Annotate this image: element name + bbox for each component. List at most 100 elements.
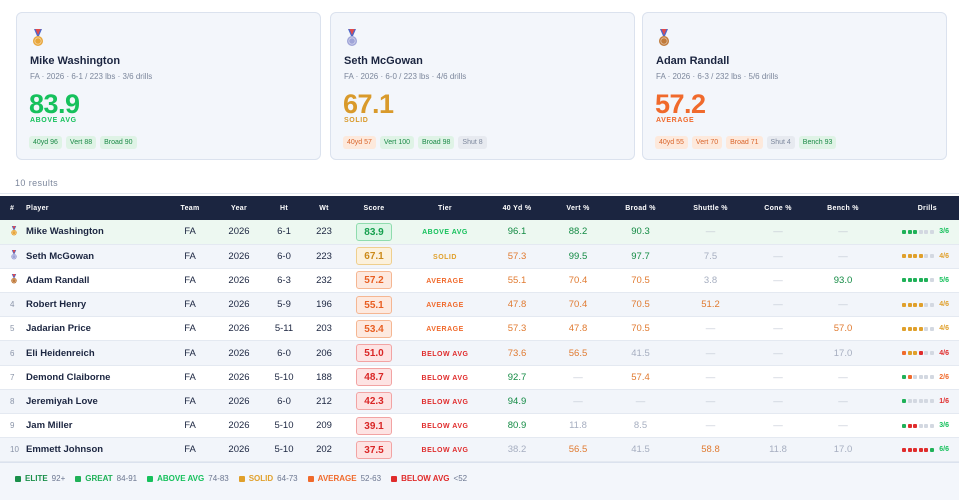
table-row[interactable]: Adam Randall FA 2026 6-3 232 57.2 AVERAGE 55.1 7…: [0, 268, 959, 293]
legend-range: 64-73: [277, 474, 298, 483]
table-row[interactable]: 4 Robert Henry FA 2026 5-9 196 55.1 AVERAGE 47.8…: [0, 292, 959, 317]
drill-bar-segment: [913, 254, 918, 259]
drill-bar-segment: [913, 351, 918, 356]
player-name[interactable]: Adam Randall: [26, 274, 90, 286]
rank-number: 7: [10, 372, 15, 382]
top-players-cards: Mike Washington FA · 2026 · 6-1 / 223 lbs…: [16, 12, 948, 160]
score-badge: 37.5: [356, 440, 392, 459]
percentile-cell: —: [705, 226, 716, 238]
table-row[interactable]: 8 Jeremiyah Love FA 2026 6-0 212 42.3 BELOW AVG…: [0, 389, 959, 414]
percentile-cell: —: [705, 395, 716, 407]
card-drill-chips: 40yd 96 Vert 88 Broad 90: [29, 136, 137, 149]
table-row[interactable]: 5 Jadarian Price FA 2026 5-11 203 53.4 AVERAGE 5…: [0, 316, 959, 341]
rank-cell: 10: [0, 438, 26, 462]
column-header[interactable]: Player: [26, 204, 49, 212]
ht-cell: 5-10: [274, 420, 294, 432]
player-name[interactable]: Jadarian Price: [26, 323, 91, 335]
player-card-2[interactable]: Seth McGowan FA · 2026 · 6-0 / 223 lbs · …: [330, 12, 635, 160]
drills-cell: 5/6: [878, 268, 959, 292]
column-header[interactable]: Drills: [917, 204, 937, 212]
column-header[interactable]: Broad %: [625, 204, 656, 212]
tier-label: BELOW AVG: [421, 374, 469, 382]
player-name[interactable]: Jeremiyah Love: [26, 395, 98, 407]
card-tier: SOLID: [344, 117, 369, 124]
team-cell: FA: [184, 395, 196, 407]
table-row[interactable]: 6 Eli Heidenreich FA 2026 6-0 206 51.0 BELOW AV…: [0, 340, 959, 366]
percentile-cell: 55.1: [507, 274, 527, 286]
team-cell: FA: [184, 274, 196, 286]
percentile-cell: 11.8: [569, 420, 587, 432]
player-name[interactable]: Emmett Johnson: [26, 444, 104, 456]
year-cell: 2026: [228, 323, 250, 335]
drill-chip: Broad 71: [726, 136, 763, 149]
percentile-cell: 92.7: [507, 371, 527, 383]
wt-cell: 232: [316, 274, 332, 286]
player-name[interactable]: Seth McGowan: [26, 250, 95, 262]
rank-cell: 6: [0, 341, 26, 365]
column-header[interactable]: Shuttle %: [693, 204, 728, 212]
player-name[interactable]: Jam Miller: [26, 420, 73, 432]
tier-label: BELOW AVG: [421, 398, 469, 406]
card-tier: ABOVE AVG: [30, 117, 77, 124]
drill-bar-segment: [929, 423, 934, 428]
ht-cell: 5-10: [274, 371, 294, 383]
player-name[interactable]: Demond Claiborne: [26, 371, 111, 383]
score-cell: 53.4: [344, 317, 404, 341]
legend-item: SOLID 64-73: [238, 474, 298, 483]
column-header[interactable]: Tier: [438, 204, 452, 212]
column-header[interactable]: Wt: [319, 204, 329, 212]
table-row[interactable]: 10 Emmett Johnson FA 2026 5-10 202 37.5 BELOW A…: [0, 437, 959, 462]
player-card-1[interactable]: Mike Washington FA · 2026 · 6-1 / 223 lbs…: [16, 12, 321, 160]
drill-chip: 40yd 57: [343, 136, 376, 149]
percentile-cell: 56.5: [568, 347, 588, 359]
tier-label: SOLID: [433, 253, 457, 261]
table-row[interactable]: 7 Demond Claiborne FA 2026 5-10 188 48.7 BELOW …: [0, 365, 959, 390]
column-header[interactable]: Bench %: [827, 204, 859, 212]
player-name[interactable]: Mike Washington: [26, 226, 104, 238]
table-row[interactable]: 9 Jam Miller FA 2026 5-10 209 39.1 BELOW AVG 80.…: [0, 413, 959, 438]
column-header[interactable]: Cone %: [764, 204, 792, 212]
percentile-cell: —: [773, 226, 783, 238]
player-name[interactable]: Robert Henry: [26, 299, 87, 311]
drills-cell: 4/6: [878, 317, 959, 341]
table-row[interactable]: Mike Washington FA 2026 6-1 223 83.9 ABOVE AVG…: [0, 220, 959, 245]
card-drill-chips: 40yd 55 Vert 70 Broad 71 Shut 4 Bench 93: [655, 136, 837, 149]
ht-cell: 6-3: [277, 274, 291, 286]
column-header[interactable]: 40 Yd %: [502, 204, 532, 212]
percentile-cell: —: [705, 371, 716, 383]
column-header[interactable]: Ht: [280, 204, 288, 212]
drill-bar-segment: [929, 447, 934, 452]
wt-cell: 223: [316, 226, 332, 238]
legend-item: BELOW AVG <52: [391, 474, 467, 483]
tier-cell: AVERAGE: [404, 268, 486, 292]
column-header[interactable]: Year: [231, 204, 247, 212]
percentile-cell: 17.0: [833, 444, 853, 456]
rank-number: 9: [10, 421, 15, 431]
percentile-cell: 7.5: [703, 250, 718, 262]
drill-bar-segment: [913, 375, 918, 380]
score-badge: 55.1: [356, 295, 392, 314]
team-cell: FA: [184, 226, 196, 238]
column-header[interactable]: #: [10, 204, 15, 212]
tier-label: BELOW AVG: [421, 447, 469, 455]
column-header[interactable]: Team: [180, 204, 200, 212]
drill-chip: Bench 93: [798, 136, 837, 149]
table-row[interactable]: Seth McGowan FA 2026 6-0 223 67.1 SOLID 57.3 99.…: [0, 244, 959, 269]
player-card-3[interactable]: Adam Randall FA · 2026 · 6-3 / 232 lbs · …: [642, 12, 947, 160]
year-cell: 2026: [228, 420, 250, 432]
score-cell: 39.1: [344, 414, 404, 438]
rank-cell: 8: [0, 389, 26, 413]
medal-icon-wrap: [31, 29, 45, 47]
tier-label: ABOVE AVG: [422, 229, 468, 237]
drill-bars: 4/6: [878, 301, 959, 308]
column-header[interactable]: Score: [363, 204, 385, 212]
wt-cell: 212: [316, 395, 332, 407]
player-name[interactable]: Eli Heidenreich: [26, 347, 95, 359]
column-header[interactable]: Vert %: [566, 204, 590, 212]
percentile-cell: 73.6: [507, 347, 527, 359]
ht-cell: 6-1: [277, 226, 291, 238]
percentile-cell: 41.5: [631, 444, 650, 456]
drill-bar-segment: [913, 326, 918, 331]
legend-swatch: [147, 475, 154, 482]
drills-cell: 3/6: [878, 220, 959, 244]
